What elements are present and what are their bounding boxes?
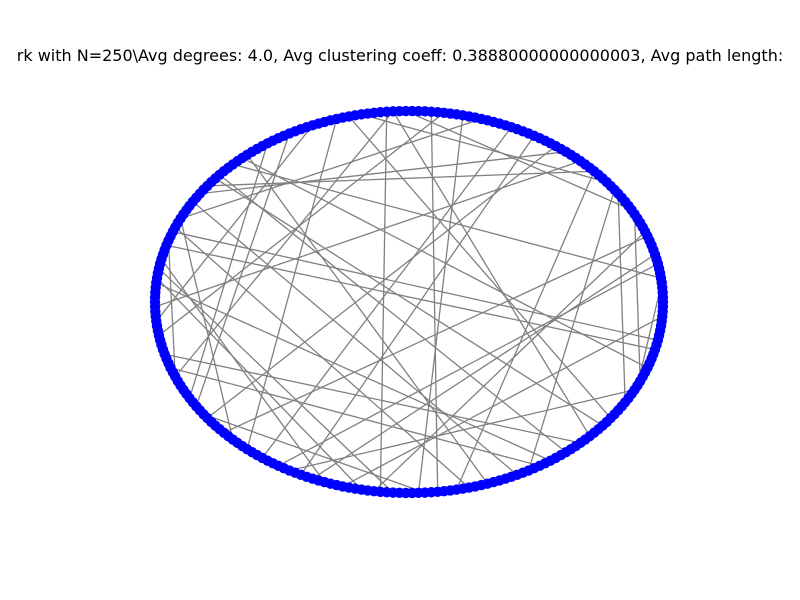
graph-edge (188, 143, 269, 399)
graph-edge (170, 367, 540, 467)
graph-edge (527, 189, 616, 471)
graph-edge (207, 170, 595, 187)
graph-edge (203, 413, 426, 494)
graph-edge (405, 110, 632, 211)
graph-edge (164, 353, 581, 444)
graph-edge (219, 174, 567, 453)
graph-edge (174, 110, 394, 378)
graph-edge (158, 268, 394, 494)
graph-edge (300, 135, 535, 476)
graph-edge (246, 154, 489, 485)
graph-edge (172, 231, 659, 341)
graph-edge (636, 282, 663, 386)
graph-edge (192, 201, 518, 476)
graph-node (657, 301, 669, 312)
node-layer (149, 105, 669, 499)
graph-edge (155, 124, 314, 322)
graph-edge (156, 282, 551, 462)
graph-edge (379, 111, 388, 492)
graph-edge (158, 112, 445, 336)
graph-edge (342, 315, 663, 487)
graph-edge (289, 389, 635, 472)
graph-edge (278, 263, 659, 467)
graph-edge (214, 177, 604, 427)
graph-edge (312, 253, 656, 480)
graph-edge (166, 244, 656, 351)
graph-edge (617, 193, 626, 403)
graph-edge (232, 163, 662, 279)
graph-edge (199, 151, 567, 195)
graph-edge (206, 145, 557, 419)
graph-edge (195, 133, 291, 407)
graph-edge (154, 160, 581, 308)
graph-edge (246, 118, 338, 450)
graph-edge (348, 115, 612, 419)
plot-title: rk with N=250\Avg degrees: 4.0, Avg clus… (16, 46, 784, 65)
graph-edge (167, 240, 176, 377)
graph-edge (156, 277, 362, 491)
graph-edge (392, 111, 591, 437)
graph-edge (373, 231, 646, 492)
